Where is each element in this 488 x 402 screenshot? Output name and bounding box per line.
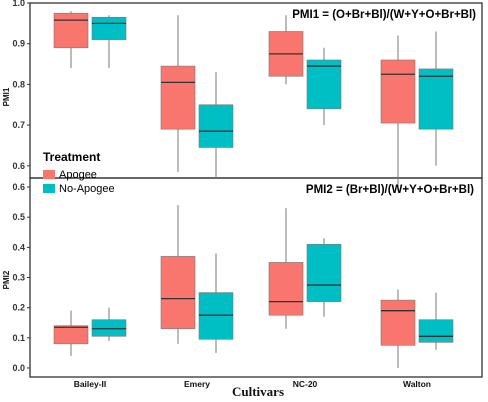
legend: Treatment Apogee No-Apogee <box>43 150 115 195</box>
category-label: Walton <box>403 379 431 389</box>
legend-swatch-no-apogee <box>43 184 55 193</box>
category-label: Emery <box>184 379 210 389</box>
y-tick-label: 0.3 <box>12 273 25 283</box>
legend-swatch-apogee <box>43 170 55 179</box>
panel-2: 0.0 0.1 0.2 0.3 0.4 0.5 0.6 <box>12 182 454 373</box>
y-tick-label: 0.9 <box>12 39 25 49</box>
y-tick-label: 0.5 <box>12 212 25 222</box>
box-no-apogee-bailey-ii <box>91 15 127 69</box>
legend-label-apogee: Apogee <box>59 169 97 181</box>
box-apogee-emery <box>160 15 196 172</box>
box-iqr <box>380 59 416 124</box>
box-apogee-bailey-ii <box>53 11 89 69</box>
panel-1: 0.6 0.7 0.8 0.9 1.0 <box>12 0 454 191</box>
box-iqr <box>160 65 196 130</box>
box-no-apogee-emery <box>198 72 234 178</box>
box-iqr <box>418 319 454 343</box>
box-no-apogee-nc-20 <box>306 238 342 317</box>
y-tick-label: 0.0 <box>12 363 25 373</box>
box-no-apogee-bailey-ii <box>91 307 127 341</box>
x-axis-title: Cultivars <box>232 384 284 399</box>
box-apogee-nc-20 <box>268 15 304 85</box>
box-apogee-walton <box>380 289 416 368</box>
box-iqr <box>268 262 304 316</box>
y-tick-label: 0.6 <box>12 182 25 192</box>
y-tick-label: 0.7 <box>12 120 25 130</box>
box-iqr <box>380 299 416 346</box>
y-tick-label: 0.2 <box>12 303 25 313</box>
box-iqr <box>198 104 234 148</box>
box-iqr <box>91 319 127 337</box>
y-tick-label: 0.1 <box>12 333 25 343</box>
box-iqr <box>198 292 234 340</box>
legend-title: Treatment <box>43 150 100 164</box>
box-apogee-walton <box>380 35 416 191</box>
box-no-apogee-walton <box>418 292 454 350</box>
box-iqr <box>306 244 342 302</box>
legend-label-no-apogee: No-Apogee <box>59 183 115 195</box>
box-apogee-bailey-ii <box>53 310 89 356</box>
box-iqr <box>160 256 196 330</box>
panel-1-title: PMI1 = (O+Br+Bl)/(W+Y+O+Br+Bl) <box>292 9 476 21</box>
panel-1-ylabel: PMI1 <box>2 87 11 106</box>
y-tick-label: 0.4 <box>12 242 25 252</box>
y-tick-label: 0.6 <box>12 161 25 171</box>
box-iqr <box>53 325 89 345</box>
box-no-apogee-walton <box>418 31 454 166</box>
box-no-apogee-nc-20 <box>306 47 342 126</box>
box-iqr <box>306 59 342 110</box>
box-no-apogee-emery <box>198 253 234 353</box>
category-label: NC-20 <box>293 379 318 389</box>
category-label: Bailey-II <box>74 379 107 389</box>
panel-2-frame <box>29 177 483 378</box>
panel-2-title: PMI2 = (Br+Bl)/(W+Y+O+Br+Bl) <box>306 184 474 196</box>
y-tick-label: 0.8 <box>12 79 25 89</box>
panel-2-ylabel: PMI2 <box>2 270 11 289</box>
box-iqr <box>91 16 127 40</box>
box-iqr <box>53 12 89 49</box>
box-iqr <box>418 68 454 130</box>
box-apogee-nc-20 <box>268 208 304 329</box>
y-tick-label: 1.0 <box>12 0 25 8</box>
box-apogee-emery <box>160 205 196 344</box>
